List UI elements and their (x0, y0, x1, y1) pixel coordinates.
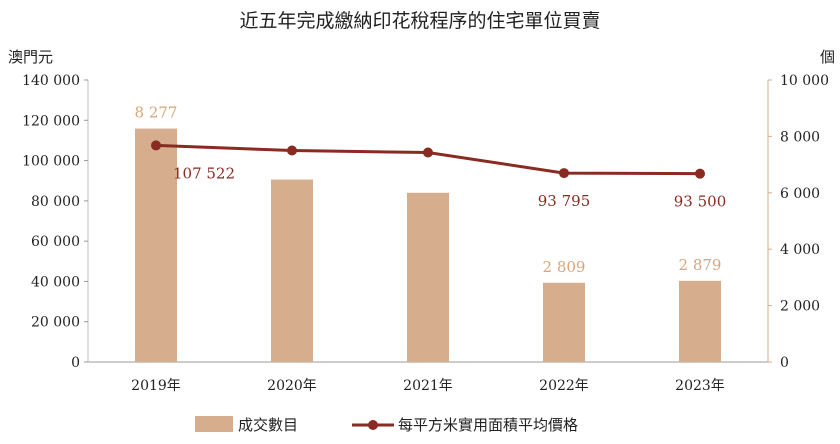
line-point (151, 140, 161, 151)
left-tick-label: 0 (71, 355, 80, 371)
line-point (559, 168, 569, 179)
legend-bar-swatch (195, 416, 233, 432)
line-point (695, 168, 705, 179)
x-tick-label: 2019年 (131, 378, 181, 394)
line-point (287, 145, 297, 156)
bar-value-label: 2 809 (543, 258, 586, 276)
left-tick-label: 100 000 (22, 154, 80, 170)
left-tick-label: 80 000 (31, 194, 80, 210)
bar-value-label: 2 879 (679, 256, 722, 274)
legend-bar-label: 成交數目 (238, 416, 298, 434)
bar-series (135, 128, 721, 362)
x-tick-label: 2023年 (675, 378, 725, 394)
left-tick-label: 120 000 (22, 113, 80, 129)
axes: 0 20 000 40 000 60 000 80 000 100 000 120 000 1… (22, 73, 829, 394)
left-tick-label: 40 000 (31, 274, 80, 290)
legend-line-marker (368, 420, 378, 430)
right-tick-label: 2 000 (780, 299, 820, 315)
bar-value-label: 8 277 (135, 104, 178, 122)
right-tick-label: 4 000 (780, 242, 820, 258)
line-point (423, 147, 433, 158)
x-tick-label: 2021年 (403, 378, 453, 394)
bar (407, 192, 449, 362)
left-tick-label: 20 000 (31, 315, 80, 331)
left-tick-label: 60 000 (31, 234, 80, 250)
line-value-label: 93 795 (538, 192, 591, 210)
right-axis-unit: 個 (820, 48, 835, 66)
right-tick-label: 0 (780, 355, 789, 371)
line-value-label: 93 500 (674, 193, 727, 211)
right-tick-label: 6 000 (780, 186, 820, 202)
legend-line-label: 每平方米實用面積平均價格 (398, 416, 578, 434)
bar (543, 282, 585, 362)
right-tick-label: 10 000 (780, 73, 829, 89)
bar (271, 179, 313, 362)
line-value-label: 107 522 (173, 164, 235, 182)
right-tick-label: 8 000 (780, 129, 820, 145)
legend: 成交數目 每平方米實用面積平均價格 (195, 416, 578, 434)
bar (135, 128, 177, 362)
x-tick-label: 2020年 (267, 378, 317, 394)
bar (679, 280, 721, 362)
data-labels: 8 277 2 809 2 879 107 522 93 795 93 500 (135, 104, 727, 276)
line-series (151, 140, 705, 179)
left-tick-label: 140 000 (22, 73, 80, 89)
chart-title: 近五年完成繳納印花稅程序的住宅單位買賣 (239, 10, 600, 32)
left-axis-unit: 澳門元 (8, 48, 53, 66)
x-tick-label: 2022年 (539, 378, 589, 394)
